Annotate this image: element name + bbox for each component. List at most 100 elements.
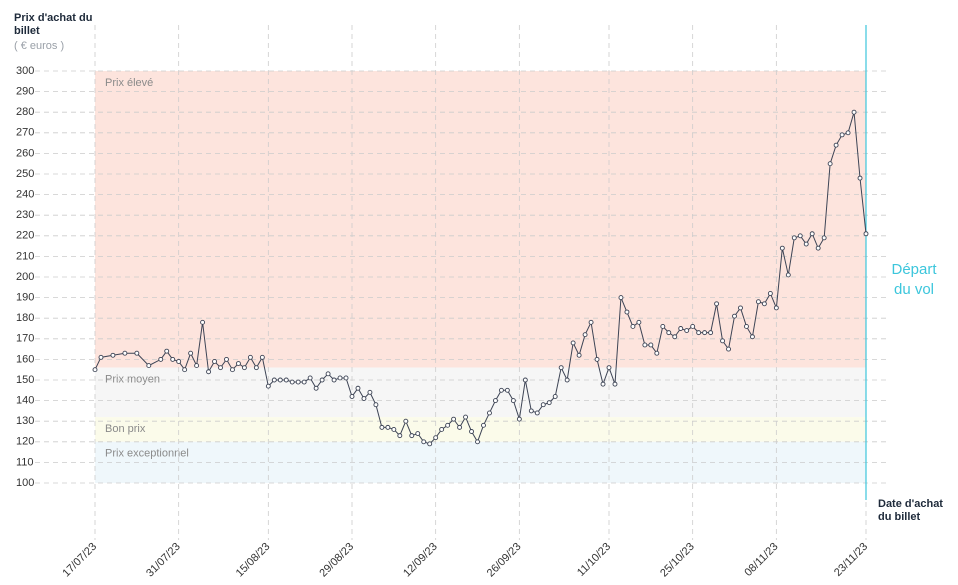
price-point (648, 342, 654, 348)
y-tick-label: 250 (16, 168, 34, 180)
price-point (546, 400, 552, 406)
price-point (815, 245, 821, 251)
price-point (779, 245, 785, 251)
price-point (684, 328, 690, 334)
price-point (492, 398, 498, 404)
y-tick-label: 300 (16, 65, 34, 77)
y-tick-label: 170 (16, 333, 34, 345)
price-point (445, 422, 451, 428)
y-tick-label: 180 (16, 312, 34, 324)
y-tick-label: 130 (16, 415, 34, 427)
price-point (265, 383, 271, 389)
price-point (391, 426, 397, 432)
price-point (516, 416, 522, 422)
price-point (283, 377, 289, 383)
price-point (744, 323, 749, 329)
price-point (487, 410, 492, 416)
y-axis-label: Prix d'achat du billet (14, 12, 93, 37)
price-point (331, 377, 337, 383)
price-point (319, 377, 325, 383)
price-point (325, 371, 331, 377)
price-point (259, 354, 265, 360)
price-band (95, 417, 866, 442)
price-point (564, 377, 570, 383)
y-tick-label: 110 (16, 456, 34, 468)
price-point (379, 424, 385, 430)
band-label: Prix exceptionnel (105, 448, 189, 460)
price-point (224, 356, 229, 362)
price-point (863, 231, 869, 237)
price-point (134, 350, 140, 356)
y-tick-label: 160 (16, 353, 34, 365)
y-tick-label: 230 (16, 209, 34, 221)
price-point (833, 142, 839, 148)
y-tick-label: 100 (16, 477, 34, 489)
price-point (767, 291, 773, 296)
price-point (600, 381, 606, 387)
price-point (200, 319, 206, 325)
price-point (235, 361, 241, 366)
price-point (469, 429, 474, 434)
price-point (726, 346, 731, 352)
price-point (188, 350, 194, 356)
price-point (271, 377, 277, 383)
price-point (851, 109, 857, 115)
price-point (666, 330, 672, 336)
price-point (552, 394, 558, 399)
price-point (803, 241, 809, 247)
price-point (588, 319, 594, 325)
price-band (95, 367, 866, 418)
price-point (343, 375, 349, 381)
price-point (791, 235, 797, 241)
price-point (534, 410, 540, 416)
price-point (732, 313, 737, 319)
price-point (809, 231, 815, 237)
price-point (654, 350, 660, 356)
x-tick-label: 29/08/23 (317, 541, 356, 580)
price-point (176, 359, 182, 364)
y-axis-unit: ( € euros ) (14, 40, 65, 52)
price-point (845, 130, 851, 136)
price-point (612, 381, 618, 387)
x-axis-label: Date d'achat du billet (878, 498, 943, 523)
band-label: Prix élevé (105, 77, 153, 89)
price-point (421, 439, 427, 445)
price-point (630, 323, 636, 329)
price-point (212, 359, 217, 364)
x-tick-label: 26/09/23 (485, 541, 524, 580)
departure-annotation: Départ du vol (891, 261, 937, 298)
price-point (307, 375, 313, 381)
x-tick-label: 31/07/23 (144, 541, 183, 580)
price-point (289, 379, 295, 385)
y-tick-label: 150 (16, 374, 34, 386)
price-point (708, 330, 714, 336)
price-point (439, 426, 445, 432)
price-point (409, 433, 415, 439)
price-point (355, 385, 361, 391)
price-point (738, 305, 743, 311)
y-tick-label: 290 (16, 86, 34, 98)
price-point (755, 299, 761, 305)
price-point (206, 369, 212, 375)
x-tick-label: 25/10/23 (658, 541, 697, 580)
price-point (558, 365, 564, 371)
price-point (594, 356, 600, 362)
price-point (457, 424, 463, 430)
price-point (301, 379, 307, 385)
price-point (720, 338, 726, 344)
price-point (510, 398, 516, 404)
price-point (367, 389, 373, 395)
price-point (122, 350, 128, 356)
price-point (504, 387, 510, 393)
price-point (182, 367, 188, 373)
y-tick-label: 200 (16, 271, 34, 283)
price-point (373, 402, 379, 408)
price-point (110, 352, 116, 358)
price-point (636, 319, 642, 325)
price-point (230, 367, 235, 373)
price-point (194, 363, 200, 369)
price-point (295, 379, 301, 385)
price-point (678, 326, 684, 331)
price-point (247, 354, 253, 360)
